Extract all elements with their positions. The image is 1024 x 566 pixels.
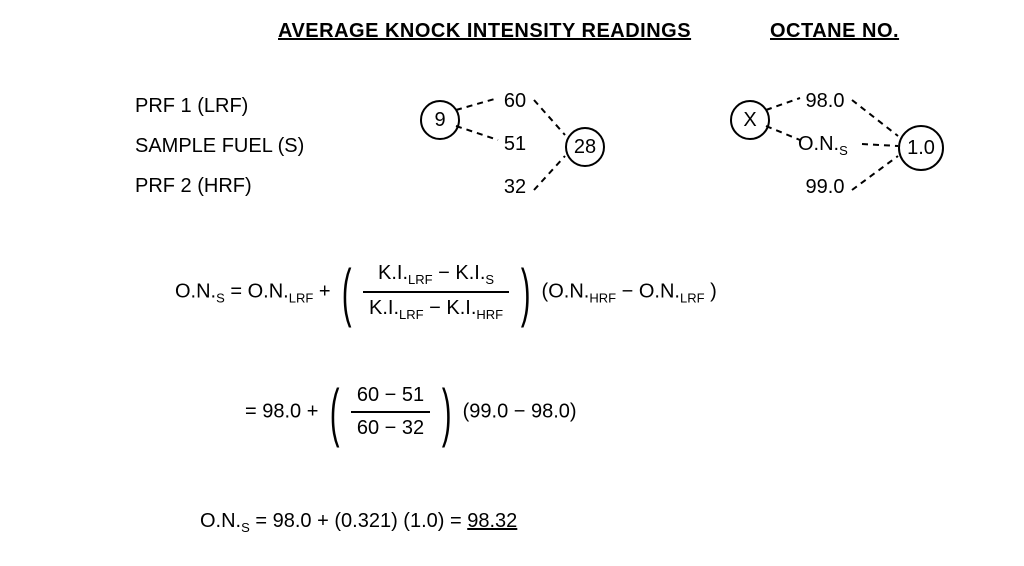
f1-den-r: K.I.: [446, 297, 476, 319]
lparen2-icon: (: [330, 380, 340, 444]
f2-tail: (99.0 − 98.0): [463, 400, 577, 422]
f1-lhs1-sub: S: [216, 290, 225, 305]
rparen2-icon: ): [442, 380, 452, 444]
f1-lhs1: O.N.: [175, 280, 216, 302]
f1-tail-mid: − O.N.: [622, 280, 680, 302]
f1-den-l-sub: LRF: [399, 307, 424, 322]
ki-diff-circle: 9: [420, 100, 460, 140]
f1-num-r-sub: S: [485, 272, 494, 287]
f3-lhs-sub: S: [241, 520, 250, 535]
f1-rhs1-sub: LRF: [289, 290, 314, 305]
f1-num-r: K.I.: [455, 262, 485, 284]
f1-tail-sub2: LRF: [680, 290, 705, 305]
formula-line-1: O.N.S = O.N.LRF + ( K.I.LRF − K.I.S K.I.…: [175, 260, 717, 324]
f3-sp4: =: [450, 510, 467, 532]
on-sample-text: O.N.: [798, 133, 839, 155]
f1-tail-sub1: HRF: [589, 290, 616, 305]
f1-tail-end: ): [710, 280, 717, 302]
f3-b: (0.321): [334, 510, 397, 532]
f2-frac: 60 − 51 60 − 32: [351, 384, 430, 440]
f1-rhs1: O.N.: [248, 280, 289, 302]
f3-answer: 98.32: [467, 510, 517, 532]
f3-sp2: +: [317, 510, 334, 532]
f2-a: 98.0: [262, 400, 301, 422]
lparen-icon: (: [342, 260, 352, 324]
formula-line-3: O.N.S = 98.0 + (0.321) (1.0) = 98.32: [200, 510, 517, 535]
header-ki: AVERAGE KNOCK INTENSITY READINGS: [278, 20, 691, 43]
on-x-circle: X: [730, 100, 770, 140]
f1-num-l: K.I.: [378, 262, 408, 284]
f2-num: 60 − 51: [351, 384, 430, 411]
row-label-prf2: PRF 2 (HRF): [135, 175, 252, 198]
on-sample-sub: S: [839, 143, 848, 158]
f2-eq: =: [245, 400, 262, 422]
f1-eq: =: [230, 280, 247, 302]
formula-line-2: = 98.0 + ( 60 − 51 60 − 32 ) (99.0 − 98.…: [245, 380, 577, 444]
f1-frac: K.I.LRF − K.I.S K.I.LRF − K.I.HRF: [363, 262, 509, 322]
ki-prf2: 32: [500, 176, 530, 199]
row-label-prf1: PRF 1 (LRF): [135, 95, 248, 118]
f3-c: (1.0): [403, 510, 444, 532]
f1-num-minus: −: [438, 262, 455, 284]
f1-den-r-sub: HRF: [476, 307, 503, 322]
on-sample: O.N.S: [798, 133, 868, 158]
on-prf2: 99.0: [800, 176, 850, 199]
diagram-page: AVERAGE KNOCK INTENSITY READINGS OCTANE …: [0, 0, 1024, 566]
f2-den: 60 − 32: [351, 411, 430, 440]
on-range-circle: 1.0: [898, 125, 944, 171]
row-label-sample: SAMPLE FUEL (S): [135, 135, 304, 158]
ki-sample: 51: [500, 133, 530, 156]
ki-prf1: 60: [500, 90, 530, 113]
on-prf1: 98.0: [800, 90, 850, 113]
f3-a: 98.0: [273, 510, 312, 532]
f2-plus: +: [307, 400, 324, 422]
header-on: OCTANE NO.: [770, 20, 899, 43]
f1-plus: +: [319, 280, 336, 302]
rparen-icon: ): [521, 260, 531, 324]
f3-lhs: O.N.: [200, 510, 241, 532]
f3-sp: =: [255, 510, 272, 532]
ki-range-circle: 28: [565, 127, 605, 167]
f1-den-l: K.I.: [369, 297, 399, 319]
f1-num-l-sub: LRF: [408, 272, 433, 287]
f1-den-minus: −: [429, 297, 446, 319]
f1-tail: (O.N.: [542, 280, 590, 302]
